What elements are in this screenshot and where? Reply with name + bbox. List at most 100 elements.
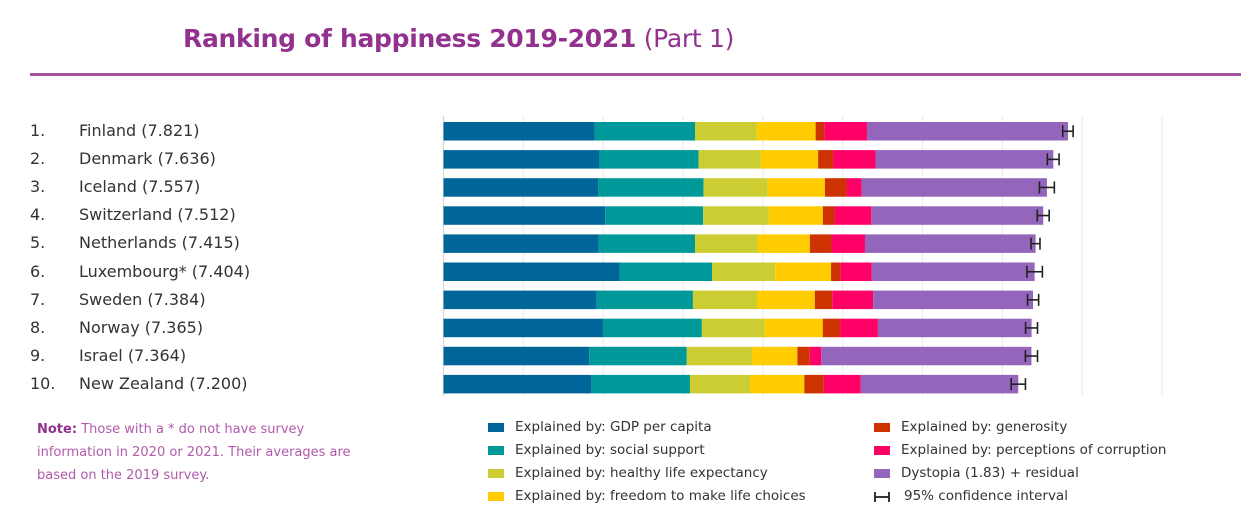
bar-segment <box>443 150 600 169</box>
country-label: Switzerland (7.512) <box>79 205 236 225</box>
country-label: Sweden (7.384) <box>79 289 206 309</box>
bar-segment <box>443 122 595 141</box>
bar-segment <box>602 318 702 338</box>
bar-segment <box>689 374 751 394</box>
bar-segment <box>599 150 699 169</box>
bar-segment <box>775 262 832 281</box>
legend-swatch <box>488 446 504 455</box>
rank-number: 8. <box>30 317 46 337</box>
bar-segment <box>443 178 599 197</box>
legend-swatch <box>488 469 504 478</box>
bar-segment <box>752 346 798 366</box>
bar-segment <box>598 178 704 197</box>
legend-swatch <box>874 446 890 455</box>
rank-number: 9. <box>30 345 46 365</box>
bar-segment <box>864 234 1036 253</box>
bar-segment <box>840 262 872 281</box>
bar-segment <box>871 262 1035 281</box>
bar-segment <box>443 374 592 394</box>
bar-segment <box>589 346 687 366</box>
legend-swatch <box>488 423 504 432</box>
country-label: Finland (7.821) <box>79 121 200 140</box>
legend-swatch <box>874 469 890 478</box>
bar-segment <box>698 150 761 169</box>
bar-segment <box>804 374 824 394</box>
bar-segment <box>822 318 841 338</box>
title-divider <box>30 73 1241 76</box>
legend-label: Explained by: GDP per capita <box>515 419 712 435</box>
country-label: Luxembourg* (7.404) <box>79 261 251 281</box>
bar-segment <box>686 346 753 366</box>
bar-segment <box>818 150 834 169</box>
bar-segment <box>833 150 876 169</box>
bar-segment <box>756 122 816 141</box>
bar-segment <box>877 318 1032 338</box>
bar-segment <box>866 122 1069 141</box>
legend-swatch <box>874 423 890 432</box>
bar-segment <box>831 262 841 281</box>
bar-segment <box>809 234 832 253</box>
rank-number: 1. <box>30 121 46 140</box>
bar-segment <box>443 318 603 338</box>
bar-segment <box>695 234 758 253</box>
bar-segment <box>871 206 1044 225</box>
bar-segment <box>443 206 606 225</box>
legend-label: 95% confidence interval <box>904 488 1068 504</box>
rank-number: 10. <box>30 373 56 393</box>
bar-segment <box>840 318 878 338</box>
bar-segment <box>594 122 695 141</box>
bar-segment <box>694 122 757 141</box>
bar-segment <box>861 178 1047 197</box>
legend-label: Explained by: generosity <box>901 419 1068 435</box>
bar-segment <box>443 262 620 281</box>
bar-segment <box>596 290 693 310</box>
country-label: Netherlands (7.415) <box>79 233 240 253</box>
rank-number: 7. <box>30 289 46 309</box>
rank-number: 2. <box>30 149 46 169</box>
bar-segment <box>823 374 861 394</box>
bar-segment <box>767 178 825 197</box>
country-label: Norway (7.365) <box>79 317 204 337</box>
legend-label: Explained by: social support <box>515 442 705 458</box>
bar-segment <box>619 262 713 281</box>
country-label: Israel (7.364) <box>79 345 187 365</box>
bar-segment <box>692 290 758 310</box>
bar-segment <box>831 234 865 253</box>
bar-segment <box>860 374 1019 394</box>
bar-segment <box>846 178 862 197</box>
legend-label: Dystopia (1.83) + residual <box>901 465 1079 481</box>
bar-segment <box>768 206 823 225</box>
legend-label: Explained by: perceptions of corruption <box>901 442 1167 458</box>
bar-segment <box>822 206 835 225</box>
rank-number: 5. <box>30 233 46 253</box>
country-label: New Zealand (7.200) <box>79 373 248 393</box>
bar-segment <box>703 178 768 197</box>
bar-segment <box>824 122 867 141</box>
bar-segment <box>750 374 805 394</box>
bar-segment <box>605 206 704 225</box>
bar-segment <box>824 178 847 197</box>
country-label: Iceland (7.557) <box>79 177 201 197</box>
bar-segment <box>809 346 822 366</box>
bar-segment <box>443 290 597 310</box>
bar-segment <box>832 290 874 310</box>
bar-segment <box>703 206 769 225</box>
bar-segment <box>598 234 696 253</box>
bar-segment <box>873 290 1034 310</box>
bar-segment <box>757 290 815 310</box>
bar-segment <box>443 346 590 366</box>
bar-segment <box>760 150 819 169</box>
footnote: Note: Those with a * do not have survey … <box>37 422 351 483</box>
bar-segment <box>875 150 1054 169</box>
bar-segment <box>815 122 825 141</box>
bar-segment <box>814 290 833 310</box>
legend-label: Explained by: freedom to make life choic… <box>515 488 806 504</box>
bar-segment <box>821 346 1032 366</box>
bar-segment <box>834 206 872 225</box>
legend-label: Explained by: healthy life expectancy <box>515 465 768 481</box>
bar-segment <box>701 318 765 338</box>
bar-segment <box>757 234 810 253</box>
bar-segment <box>591 374 690 394</box>
bar-segment <box>712 262 776 281</box>
